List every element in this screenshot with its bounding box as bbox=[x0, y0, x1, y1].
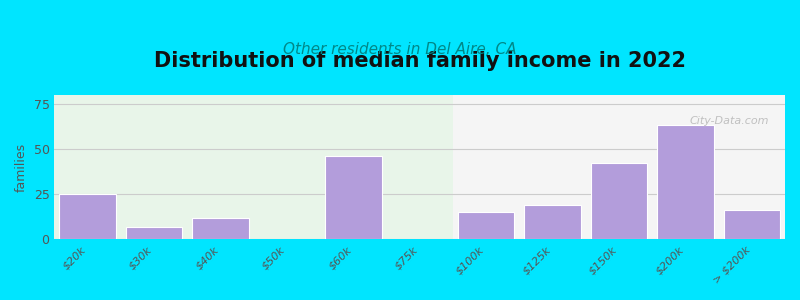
Text: City-Data.com: City-Data.com bbox=[690, 116, 770, 126]
Bar bbox=[723, 210, 780, 239]
Bar bbox=[453, 95, 785, 239]
Bar bbox=[524, 205, 581, 239]
Bar bbox=[657, 125, 714, 239]
Title: Distribution of median family income in 2022: Distribution of median family income in … bbox=[154, 51, 686, 71]
Bar bbox=[59, 194, 116, 239]
Bar bbox=[458, 212, 514, 239]
Bar bbox=[325, 156, 382, 239]
Bar bbox=[590, 164, 647, 239]
Text: Other residents in Del Aire, CA: Other residents in Del Aire, CA bbox=[283, 42, 517, 57]
Y-axis label: families: families bbox=[15, 142, 28, 192]
Bar bbox=[192, 218, 249, 239]
Bar bbox=[126, 226, 182, 239]
